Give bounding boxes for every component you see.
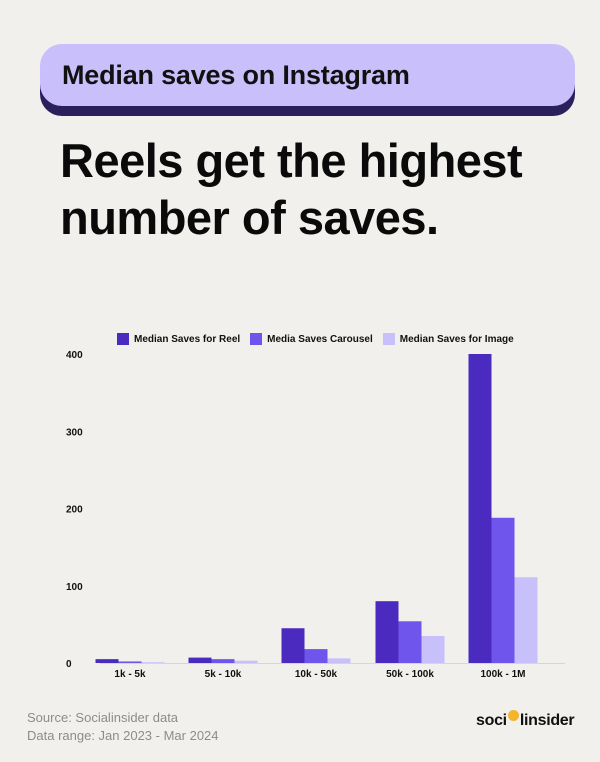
legend-swatch-image — [382, 333, 395, 345]
socialinsider-logo: soci linsider — [476, 709, 575, 730]
socialinsider-logo-icon — [507, 709, 519, 721]
date-range-text: Data range: Jan 2023 - Mar 2024 — [27, 728, 219, 743]
bar-reel — [281, 628, 305, 663]
bar-carousel — [211, 659, 235, 663]
bar-carousel — [491, 517, 515, 663]
bar-image — [141, 662, 165, 663]
headline: Reels get the highest number of saves. — [60, 134, 523, 244]
bar-chart: 0 100 200 300 400 1k - 5k 5k - 10k 10k - 50k 50k… — [66, 350, 565, 680]
bar-image — [327, 658, 351, 663]
legend-label-carousel: Media Saves Carousel — [267, 333, 373, 345]
legend-item-carousel: Media Saves Carousel — [250, 333, 373, 345]
x-tick-label: 1k - 5k — [114, 669, 146, 680]
bar-image — [421, 635, 445, 663]
bar-reel — [188, 657, 212, 663]
y-tick-label: 0 — [66, 659, 72, 670]
y-tick-label: 200 — [66, 505, 83, 516]
logo-text-end: linsider — [519, 712, 575, 729]
banner-box: Median saves on Instagram — [40, 44, 575, 106]
y-tick-label: 300 — [66, 427, 83, 438]
y-tick-label: 100 — [66, 582, 83, 593]
legend-label-image: Median Saves for Image — [399, 333, 514, 345]
bar-image — [234, 660, 258, 663]
bar-carousel — [304, 649, 328, 663]
source-note: Source: Socialinsider data Data range: J… — [27, 709, 219, 745]
x-tick-label: 10k - 50k — [295, 669, 338, 680]
legend-item-image: Median Saves for Image — [382, 333, 514, 345]
bar-carousel — [398, 621, 422, 663]
bar-reel — [375, 601, 399, 663]
legend-item-reel: Median Saves for Reel — [117, 333, 240, 345]
y-tick-label: 400 — [66, 350, 83, 361]
legend-label-reel: Median Saves for Reel — [134, 333, 241, 345]
x-tick-label: 100k - 1M — [480, 669, 525, 680]
legend-swatch-carousel — [250, 333, 263, 345]
x-tick-label: 5k - 10k — [205, 669, 242, 680]
x-tick-label: 50k - 100k — [386, 669, 434, 680]
bar-image — [514, 577, 538, 663]
bar-reel — [95, 659, 119, 663]
chart-legend: Median Saves for Reel Media Saves Carous… — [117, 333, 524, 345]
source-text: Source: Socialinsider data — [27, 710, 179, 725]
bar-carousel — [118, 661, 142, 663]
legend-swatch-reel — [117, 333, 129, 345]
banner-title: Median saves on Instagram — [62, 59, 410, 90]
title-banner: Median saves on Instagram — [40, 44, 575, 118]
logo-text-start: soci — [476, 712, 507, 729]
bar-reel — [468, 354, 492, 663]
